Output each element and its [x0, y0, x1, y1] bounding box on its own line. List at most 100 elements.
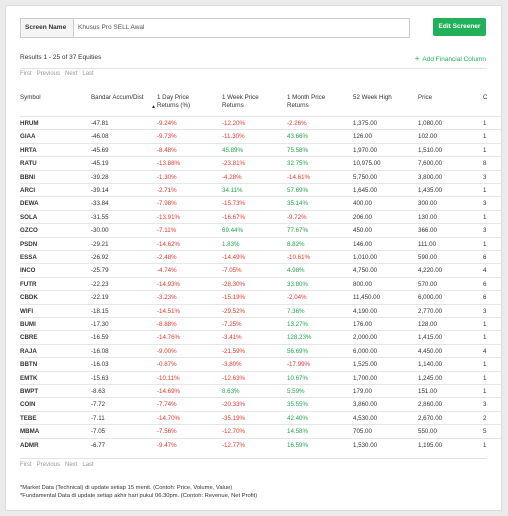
- cell-c: 8: [483, 160, 487, 168]
- table-row[interactable]: DEWA -33.84 -7.98% -15.73% 35.14% 400.00 300.0…: [20, 196, 501, 210]
- table-row[interactable]: HRUM -47.81 -9.24% -12.20% -2.26% 1,375.00 1,0…: [20, 116, 501, 130]
- col-symbol[interactable]: Symbol: [20, 94, 41, 101]
- cell-1day: -9.73%: [157, 133, 177, 141]
- cell-c: 4: [483, 347, 487, 355]
- col-1day[interactable]: 1 Day Price Returns (%): [157, 94, 191, 109]
- sort-down-icon[interactable]: ▲: [151, 104, 156, 110]
- cell-1week: -11.30%: [222, 133, 245, 141]
- col-price[interactable]: Price: [418, 94, 433, 101]
- cell-symbol[interactable]: WIFI: [20, 307, 34, 315]
- table-row[interactable]: ARCI -39.14 -2.71% 34.11% 57.69% 1,645.00 1,43…: [20, 183, 501, 197]
- cell-1day: -13.88%: [157, 160, 181, 168]
- col-1week[interactable]: 1 Week Price Returns: [222, 94, 259, 109]
- table-row[interactable]: BBNI -39.28 -1.30% -4.28% -14.61% 5,750.00 3,8…: [20, 169, 501, 184]
- pager-last[interactable]: Last: [82, 462, 94, 468]
- cell-symbol[interactable]: GIAA: [20, 133, 36, 141]
- cell-symbol[interactable]: BWPT: [20, 388, 39, 395]
- table-row[interactable]: WIFI -18.15 -14.51% -29.52% 7.36% 4,190.00 2,7…: [20, 303, 501, 318]
- cell-symbol[interactable]: INCO: [20, 267, 36, 275]
- cell-symbol[interactable]: DEWA: [20, 200, 39, 208]
- cell-symbol[interactable]: ADMR: [20, 441, 39, 449]
- cell-price: 590.00: [418, 254, 437, 261]
- screen-name-input[interactable]: Khusus Pro SELL Awal: [74, 18, 410, 38]
- cell-1day: -7.98%: [157, 200, 177, 208]
- table-row[interactable]: CBDK -22.19 -3.23% -15.19% -2.04% 11,450.00 6,…: [20, 290, 501, 304]
- cell-symbol[interactable]: ESSA: [20, 254, 37, 261]
- cell-symbol[interactable]: HRUM: [20, 120, 39, 127]
- screen-name-label: Screen Name: [20, 18, 74, 38]
- cell-c: 6: [483, 280, 487, 288]
- cell-symbol[interactable]: BUMI: [20, 321, 36, 328]
- table-row[interactable]: MBMA -7.05 -7.56% -12.70% 14.58% 705.00 550.00…: [20, 424, 501, 438]
- cell-bandar: -31.55: [91, 213, 109, 221]
- cell-c: 1: [483, 146, 487, 154]
- pager-previous[interactable]: Previous: [36, 462, 61, 468]
- table-row[interactable]: RATU -45.19 -13.88% -23.81% 32.75% 10,975.00 7…: [20, 156, 501, 170]
- cell-symbol[interactable]: HRTA: [20, 146, 37, 154]
- cell-52week-high: 176.00: [353, 321, 372, 328]
- table-row[interactable]: GIAA -46.08 -9.73% -11.30% 43.66% 126.00 102.0…: [20, 129, 501, 143]
- pager-next[interactable]: Next: [65, 71, 78, 77]
- table-row[interactable]: CBRE -16.59 -14.76% -3.41% 128.23% 2,000.00 1,…: [20, 330, 501, 344]
- cell-symbol[interactable]: RAJA: [20, 347, 37, 355]
- cell-price: 570.00: [418, 280, 437, 288]
- cell-symbol[interactable]: EMTK: [20, 374, 38, 382]
- cell-c: 2: [483, 414, 487, 422]
- edit-screener-button[interactable]: Edit Screener: [433, 18, 486, 36]
- col-1month[interactable]: 1 Month Price Returns: [287, 94, 326, 109]
- pager-first[interactable]: First: [20, 462, 32, 468]
- cell-1month: 16.59%: [287, 441, 308, 449]
- cell-symbol[interactable]: MBMA: [20, 428, 40, 436]
- cell-1week: -12.20%: [222, 120, 246, 127]
- cell-1day: -14.93%: [157, 280, 181, 288]
- cell-1month: 43.66%: [287, 133, 308, 141]
- table-row[interactable]: COIN -7.72 -7.74% -20.33% 35.55% 3,860.00 2,86…: [20, 397, 501, 411]
- table-row[interactable]: BBTN -16.03 -0.87% -3.80% -17.99% 1,525.00 1,1…: [20, 357, 501, 371]
- cell-1month: -14.61%: [287, 173, 311, 181]
- cell-1month: 57.69%: [287, 187, 308, 194]
- col-52week-high[interactable]: 52 Week High: [353, 94, 392, 101]
- pager-previous[interactable]: Previous: [36, 71, 61, 77]
- pager-first[interactable]: First: [20, 71, 32, 77]
- table-row[interactable]: ESSA -26.92 -2.48% -14.49% -10.61% 1,010.00 59…: [20, 250, 501, 264]
- table-row[interactable]: INCO -25.79 -4.74% -7.05% 4.98% 4,750.00 4,220…: [20, 263, 501, 277]
- cell-c: 1: [483, 361, 487, 369]
- cell-52week-high: 4,750.00: [353, 267, 378, 275]
- cell-c: 1: [483, 213, 487, 221]
- table-row[interactable]: FUTR -22.23 -14.93% -28.30% 33.80% 800.00 570.…: [20, 276, 501, 291]
- cell-symbol[interactable]: BBTN: [20, 361, 38, 369]
- pager-next[interactable]: Next: [65, 462, 78, 468]
- cell-symbol[interactable]: BBNI: [20, 173, 36, 181]
- cell-symbol[interactable]: RATU: [20, 160, 37, 168]
- table-row[interactable]: PSDN -29.21 -14.62% 1.83% 8.82% 146.00 111.00 1: [20, 236, 501, 251]
- cell-1month: -9.72%: [287, 213, 307, 221]
- cell-1month: 35.55%: [287, 401, 308, 409]
- col-bandar[interactable]: Bandar Accum/Dist: [91, 94, 144, 101]
- table-row[interactable]: TEBE -7.11 -14.70% -35.19% 42.40% 4,530.00 2,6…: [20, 410, 501, 425]
- cell-symbol[interactable]: CBRE: [20, 334, 38, 342]
- table-row[interactable]: SOLA -31.55 -13.91% -16.67% -9.72% 206.00 130.…: [20, 209, 501, 224]
- cell-symbol[interactable]: ARCI: [20, 187, 36, 194]
- cell-symbol[interactable]: FUTR: [20, 280, 37, 288]
- cell-bandar: -39.14: [91, 187, 109, 194]
- cell-symbol[interactable]: GZCO: [20, 227, 38, 235]
- table-row[interactable]: RAJA -16.08 -9.00% -21.59% 56.69% 6,000.00 4,4…: [20, 343, 501, 358]
- cell-symbol[interactable]: CBDK: [20, 294, 38, 302]
- add-financial-column-label: Add Financial Column: [422, 56, 486, 63]
- cell-bandar: -17.30: [91, 321, 109, 328]
- table-row[interactable]: BUMI -17.30 -8.88% -7.25% 13.27% 176.00 128.00…: [20, 317, 501, 331]
- table-row[interactable]: BWPT -8.63 -14.69% 8.63% 5.59% 179.00 151.00 1: [20, 384, 501, 398]
- table-row[interactable]: GZCO -30.00 -7.11% 69.44% 77.67% 450.00 366.00…: [20, 223, 501, 237]
- table-row[interactable]: HRTA -45.69 -8.48% 45.89% 75.58% 1,970.00 1,51…: [20, 142, 501, 157]
- add-financial-column-link[interactable]: + Add Financial Column: [415, 54, 486, 63]
- pager-last[interactable]: Last: [82, 71, 94, 77]
- cell-symbol[interactable]: COIN: [20, 401, 36, 409]
- table-row[interactable]: ADMR -6.77 -9.47% -12.77% 16.59% 1,530.00 1,19…: [20, 437, 501, 452]
- table-row[interactable]: EMTK -15.63 -10.11% -12.63% 10.67% 1,700.00 1,…: [20, 370, 501, 385]
- cell-52week-high: 1,525.00: [353, 361, 378, 369]
- col-c[interactable]: C: [483, 94, 488, 101]
- cell-symbol[interactable]: SOLA: [20, 213, 38, 221]
- cell-c: 1: [483, 374, 487, 382]
- cell-symbol[interactable]: PSDN: [20, 240, 38, 248]
- cell-symbol[interactable]: TEBE: [20, 414, 37, 422]
